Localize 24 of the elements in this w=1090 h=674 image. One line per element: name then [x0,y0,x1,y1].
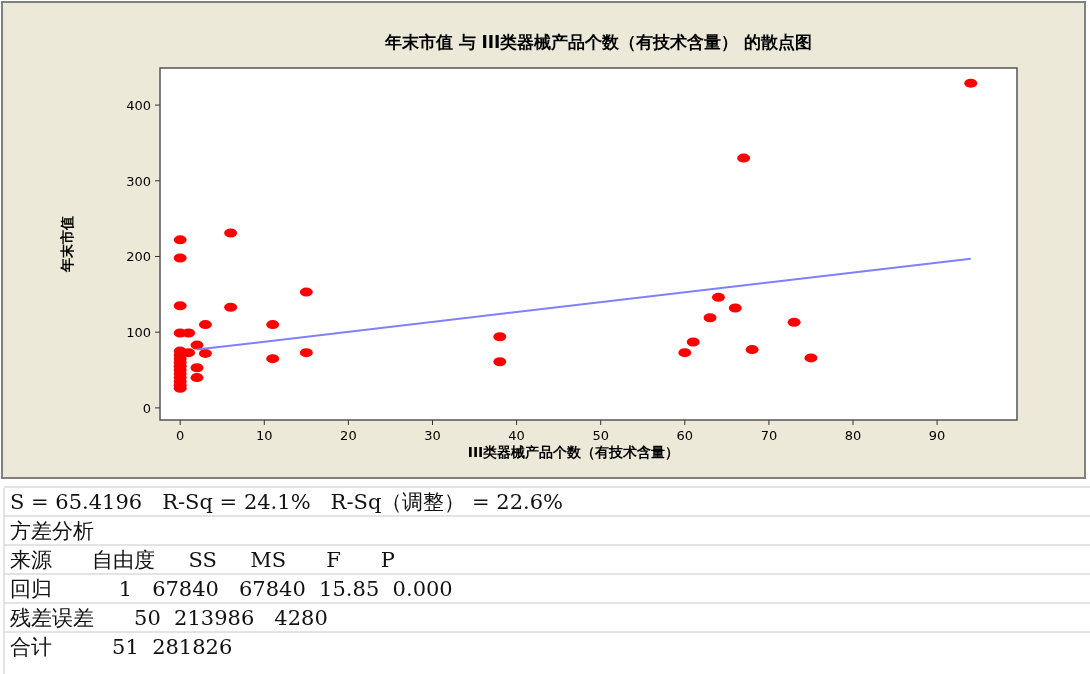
y-tick-label: 100 [126,325,151,341]
y-tick-label: 300 [126,173,151,189]
y-tick-label: 200 [126,249,151,265]
text: 回归 1 67840 67840 15.85 0.000 [10,576,453,603]
x-tick-label: 50 [592,428,609,443]
x-tick-label: 20 [340,428,357,443]
x-tick-label: 10 [256,428,273,443]
x-tick-label: 0 [176,428,185,443]
x-tick-label: 30 [424,428,441,443]
x-axis-title: III类器械产品个数（有技术含量） [467,444,680,460]
x-tick-label: 60 [676,428,694,443]
y-tick-label: 400 [126,98,151,114]
source-note: 来源 自由度 SS MS F P [10,547,395,574]
text: 残差误差 50 213986 4280 [10,605,328,632]
text: 方差分析 [10,518,94,545]
x-tick-label: 90 [928,428,946,443]
text: S = 65.4196 R-Sq = 24.1% R-Sq（调整） = 22.6% [10,489,564,516]
text: 合计 51 281826 [10,634,233,661]
x-tick-label: 80 [844,428,862,443]
x-tick-label: 70 [760,428,778,443]
x-tick-label: 40 [508,428,525,443]
y-axis-title: 年末市值 [59,216,75,273]
chart-title: 年末市值 与 III类器械产品个数（有技术含量） 的散点图 [383,32,813,52]
y-tick-label: 0 [142,400,151,416]
